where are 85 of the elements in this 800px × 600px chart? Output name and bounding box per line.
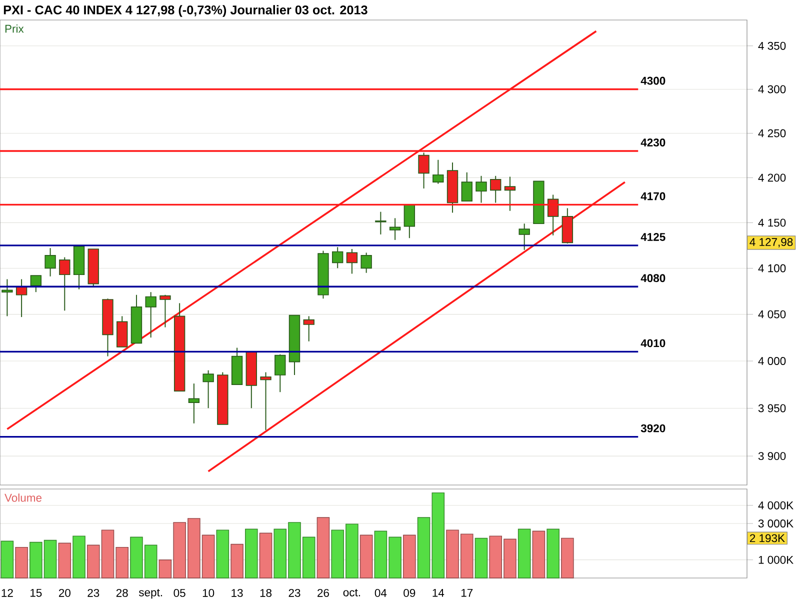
x-tick-label: 05 bbox=[174, 588, 186, 597]
x-tick-label: 15 bbox=[30, 588, 42, 597]
ref-line-label: 3920 bbox=[640, 424, 666, 432]
x-tick-label: 04 bbox=[374, 588, 387, 597]
candlestick bbox=[44, 248, 56, 277]
candlestick bbox=[188, 383, 200, 424]
bar bbox=[403, 534, 416, 578]
bar bbox=[546, 528, 560, 578]
x-tick-label: 14 bbox=[432, 588, 444, 597]
candlestick bbox=[160, 294, 171, 328]
text: 2 193K bbox=[750, 534, 785, 542]
bar bbox=[0, 540, 14, 578]
y-tick-label: 4 100 bbox=[758, 264, 786, 272]
candlestick bbox=[59, 256, 70, 312]
candlestick bbox=[504, 176, 516, 212]
chart-subtitle: Prix bbox=[5, 24, 24, 33]
x-tick-label: 17 bbox=[461, 588, 473, 597]
bar bbox=[417, 517, 430, 578]
candlestick bbox=[432, 159, 444, 184]
x-tick-label: 18 bbox=[260, 588, 272, 597]
candlestick bbox=[145, 292, 156, 338]
text: 4 127,98 bbox=[750, 238, 793, 248]
x-tick-label: 23 bbox=[88, 588, 100, 597]
bar bbox=[230, 544, 244, 578]
bar bbox=[259, 532, 272, 578]
y-tick-label: 4 200 bbox=[758, 174, 786, 182]
bar bbox=[58, 542, 72, 578]
candlestick bbox=[476, 175, 487, 204]
bar bbox=[360, 534, 373, 578]
candlestick bbox=[332, 246, 344, 269]
candlestick bbox=[360, 252, 372, 274]
x-tick-label: 28 bbox=[116, 588, 128, 597]
candlestick bbox=[490, 175, 502, 204]
chart-title: PXI - CAC 40 INDEX 4 127,98 (-0,73%) Journalier 03 oct. 2013 bbox=[4, 5, 368, 17]
bar bbox=[72, 536, 86, 578]
candlestick bbox=[30, 275, 42, 293]
y-tick-label: 4 250 bbox=[758, 129, 786, 138]
bar bbox=[15, 546, 28, 578]
ref-line-label: 4080 bbox=[640, 274, 666, 282]
y-tick-label: 4 300 bbox=[758, 85, 786, 94]
x-tick-label: 26 bbox=[318, 588, 329, 597]
ref-line-label: 4300 bbox=[640, 76, 666, 85]
y-tick-label: 1 000K bbox=[758, 556, 794, 564]
chart-title: Volume bbox=[4, 493, 42, 502]
y-tick-label: 3 000K bbox=[758, 520, 794, 528]
y-tick-label: 4 000K bbox=[758, 501, 794, 510]
bar bbox=[216, 530, 230, 578]
x-tick-label: oct. bbox=[343, 588, 360, 596]
candlestick bbox=[518, 223, 530, 250]
candlestick bbox=[389, 218, 401, 240]
ref-line-label: 4125 bbox=[640, 232, 666, 241]
ref-line-label: 4010 bbox=[640, 339, 666, 348]
y-tick-label: 4 000 bbox=[758, 357, 786, 365]
y-tick-label: 4 350 bbox=[758, 42, 786, 50]
ref-line-label: 4170 bbox=[640, 192, 666, 200]
candlestick bbox=[461, 172, 472, 202]
candlestick bbox=[404, 204, 416, 239]
x-tick-label: 13 bbox=[232, 588, 243, 597]
bar bbox=[561, 538, 574, 578]
y-tick-label: 4 150 bbox=[758, 218, 786, 227]
candlestick bbox=[418, 152, 430, 189]
bar bbox=[474, 538, 488, 578]
ref-line-label: 4230 bbox=[640, 138, 666, 146]
candlestick bbox=[274, 354, 286, 393]
candlestick bbox=[303, 316, 314, 342]
candlestick bbox=[260, 372, 272, 431]
x-tick-label: 10 bbox=[202, 588, 214, 597]
bar bbox=[532, 530, 546, 578]
candlestick bbox=[2, 278, 13, 317]
bar bbox=[432, 492, 445, 578]
bar bbox=[316, 517, 330, 578]
candlestick bbox=[346, 248, 358, 274]
y-tick-label: 4 050 bbox=[758, 310, 786, 318]
candlestick bbox=[202, 370, 214, 409]
candlestick bbox=[547, 194, 559, 236]
bar bbox=[518, 528, 531, 578]
candlestick bbox=[375, 211, 386, 235]
x-tick-label: 12 bbox=[2, 588, 13, 597]
x-tick-label: sept. bbox=[138, 588, 162, 599]
y-tick-label: 3 950 bbox=[758, 404, 786, 412]
bar bbox=[245, 528, 258, 578]
x-tick-label: 23 bbox=[288, 588, 300, 597]
x-tick-label: 09 bbox=[404, 588, 416, 597]
x-tick-label: 20 bbox=[58, 588, 70, 597]
y-tick-label: 3 900 bbox=[758, 452, 786, 460]
